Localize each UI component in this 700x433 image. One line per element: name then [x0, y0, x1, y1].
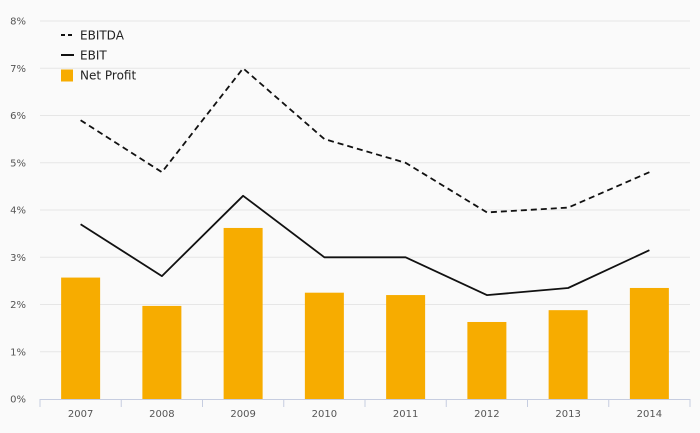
legend-label-ebit: EBIT	[80, 49, 107, 63]
bar-net-profit-2014	[629, 287, 669, 399]
line-ebit	[80, 194, 650, 297]
bar-net-profit-2013	[548, 310, 588, 399]
y-tick-label: 5%	[10, 158, 26, 169]
legend-label-net-profit: Net Profit	[80, 69, 136, 83]
x-tick-label-2009: 2009	[230, 409, 255, 420]
x-tick-label-2014: 2014	[637, 409, 662, 420]
x-tick-label-2011: 2011	[393, 409, 418, 420]
legend-swatch-net-profit	[61, 69, 73, 82]
y-axis: 0% 1% 2% 3% 4% 5% 6% 7% 8%	[10, 17, 26, 406]
series-lines	[80, 67, 650, 297]
y-tick-label: 0%	[10, 395, 26, 406]
bar-net-profit-2012	[467, 321, 507, 399]
bar-net-profit-2011	[386, 295, 426, 399]
y-tick-label: 4%	[10, 206, 26, 217]
net-profit-bars	[61, 227, 669, 399]
bar-net-profit-2008	[142, 305, 182, 399]
bar-net-profit-2009	[223, 227, 263, 399]
x-tick-label-2013: 2013	[555, 409, 580, 420]
x-tick-label-2012: 2012	[474, 409, 499, 420]
bar-net-profit-2007	[61, 277, 101, 399]
line-ebitda	[80, 67, 650, 214]
y-tick-label: 8%	[10, 17, 26, 28]
bar-net-profit-2010	[304, 292, 344, 399]
y-tick-label: 3%	[10, 253, 26, 264]
legend-label-ebitda: EBITDA	[80, 29, 125, 43]
y-tick-label: 2%	[10, 300, 26, 311]
y-tick-label: 6%	[10, 111, 26, 122]
x-tick-label-2008: 2008	[149, 409, 174, 420]
x-tick-label-2010: 2010	[312, 409, 337, 420]
y-tick-label: 1%	[10, 347, 26, 358]
legend: EBITDA EBIT Net Profit	[61, 29, 136, 83]
x-tick-label-2007: 2007	[68, 409, 93, 420]
y-tick-label: 7%	[10, 64, 26, 75]
x-axis: 2007 2008 2009 2010 2011 2012 2013 2014	[39, 399, 691, 420]
